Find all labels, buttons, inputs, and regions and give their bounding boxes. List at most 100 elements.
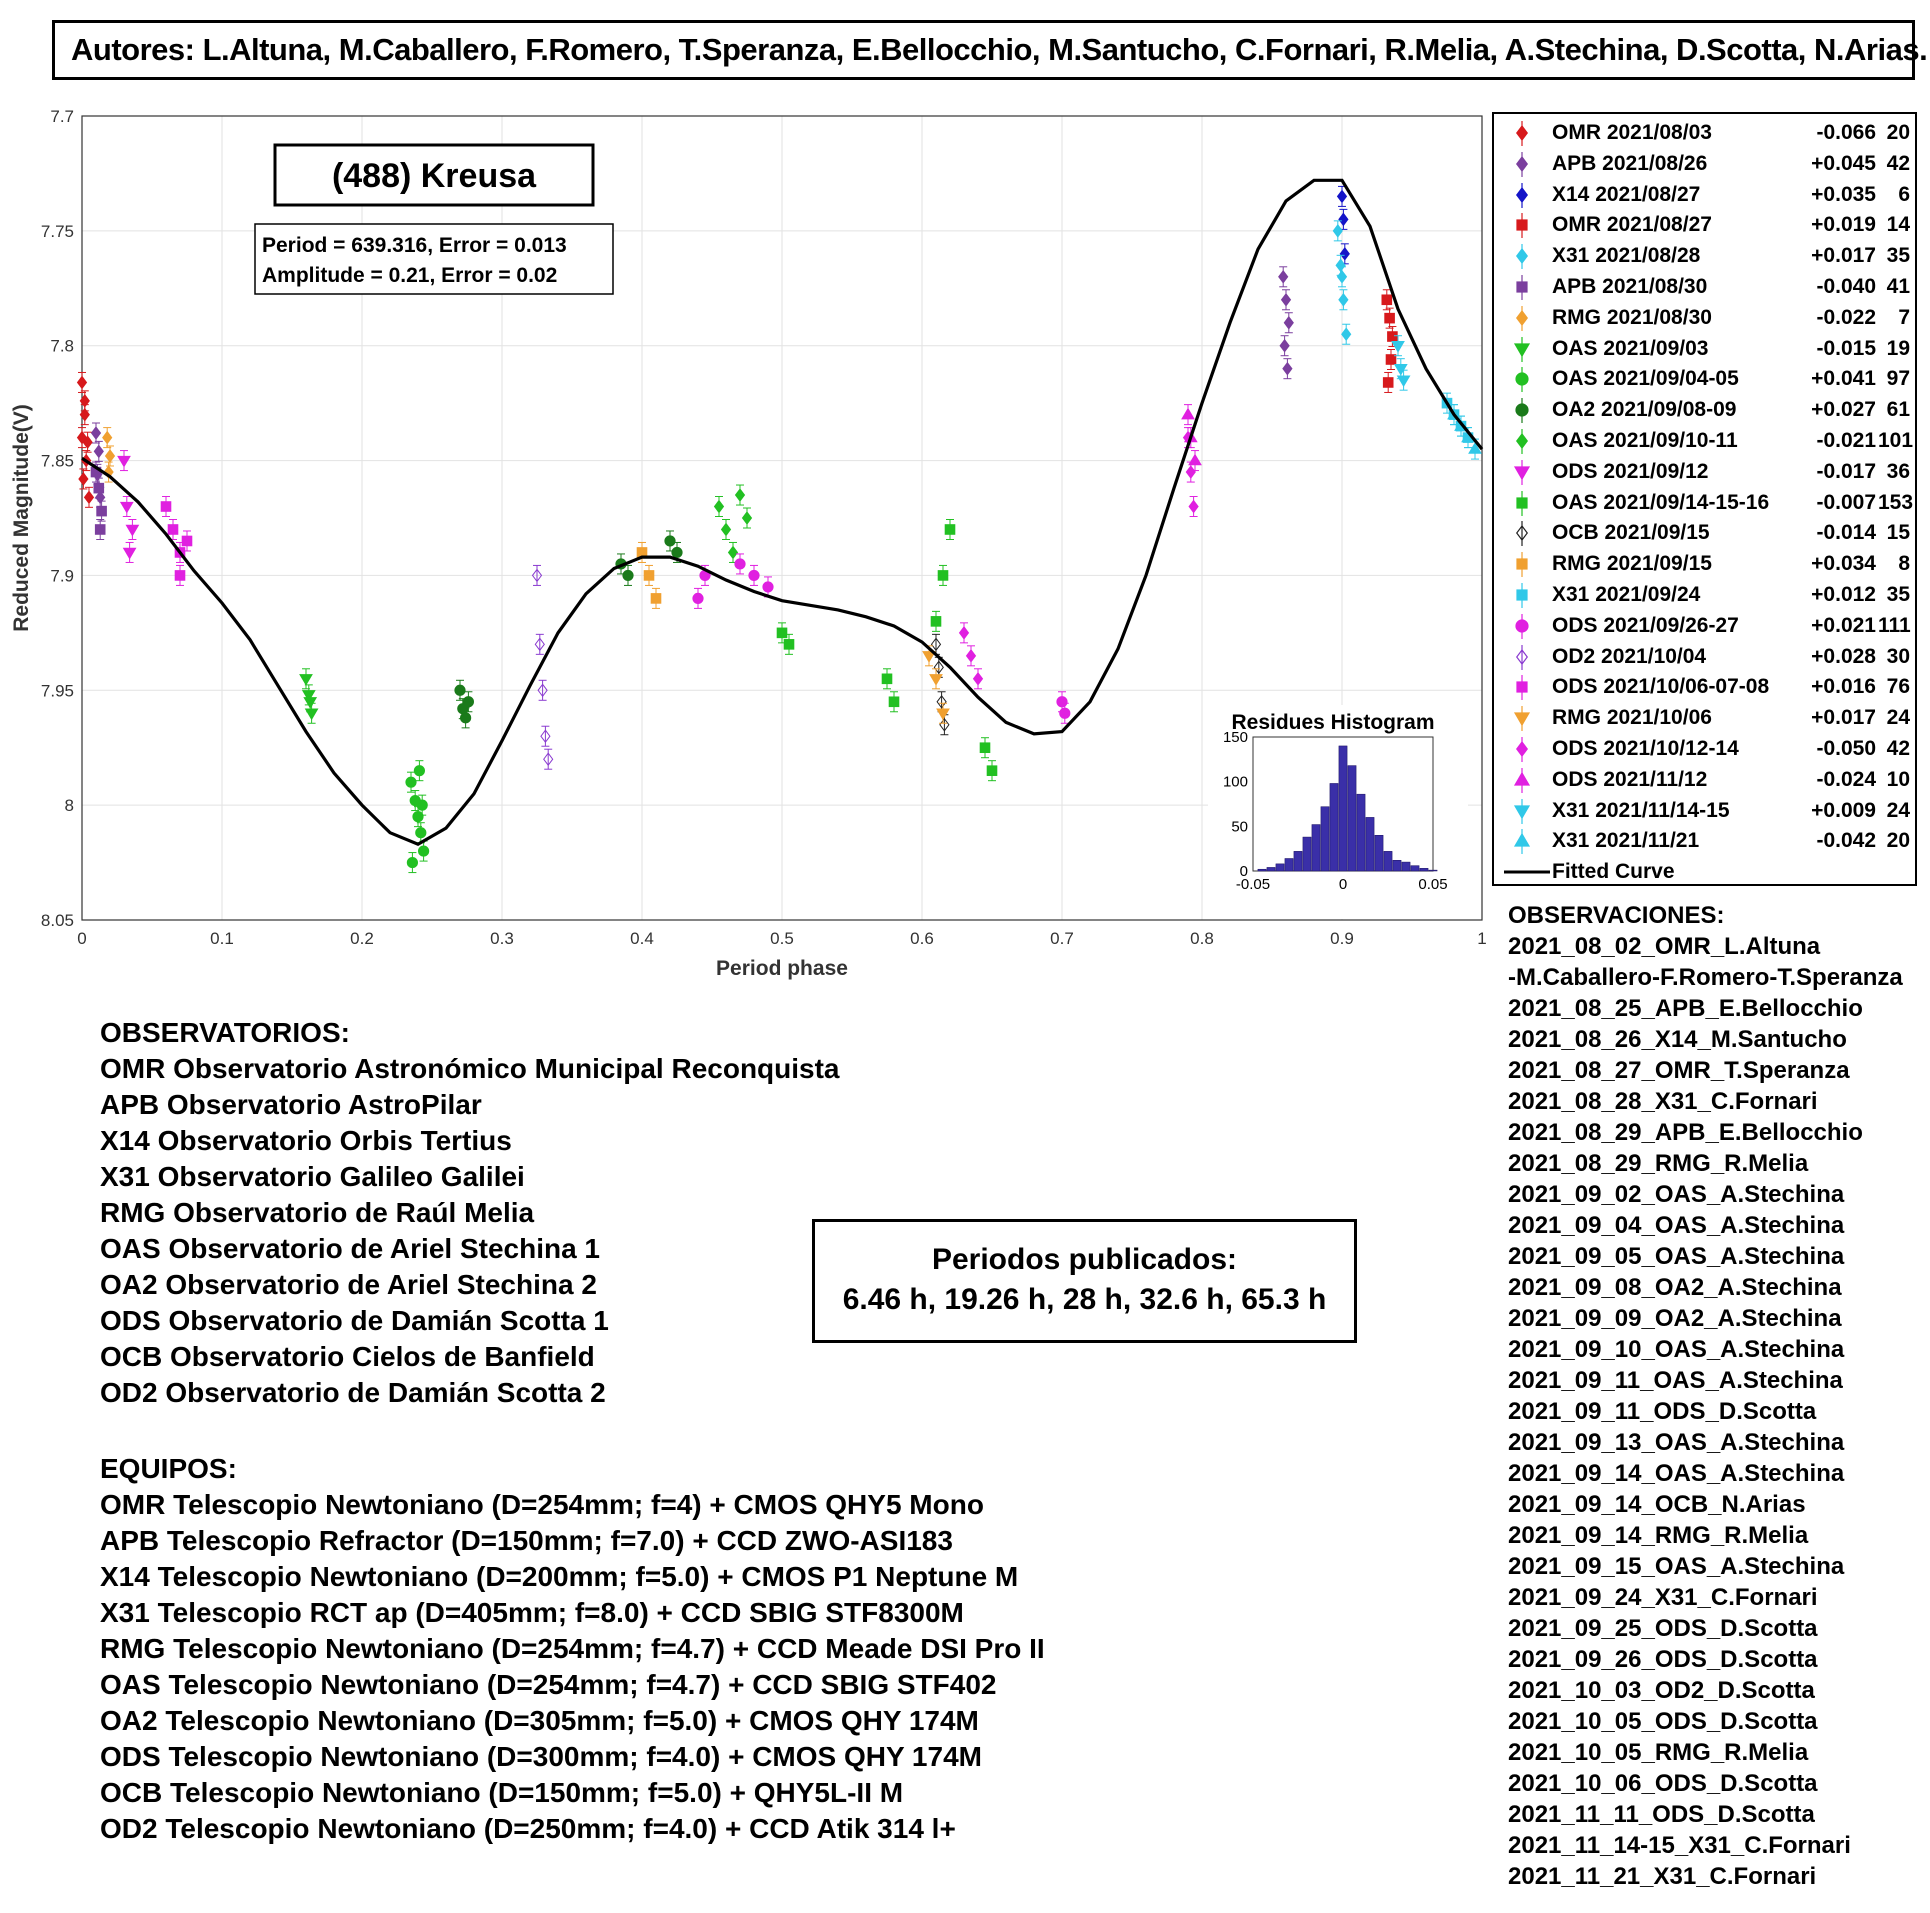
legend-marker-icon bbox=[1513, 829, 1531, 855]
series-ods-2021-10-12-14 bbox=[958, 427, 1199, 690]
legend-count: 7 bbox=[1898, 305, 1910, 329]
observacion-item: 2021_08_25_APB_E.Bellocchio bbox=[1508, 995, 1863, 1022]
observacion-item: 2021_10_05_ODS_D.Scotta bbox=[1508, 1708, 1818, 1735]
inset-y-tick-label: 50 bbox=[1231, 818, 1248, 835]
legend-label: X31 2021/08/28 bbox=[1552, 244, 1701, 268]
data-point bbox=[1385, 354, 1397, 365]
histogram-bar bbox=[1410, 865, 1420, 872]
legend-offset: -0.050 bbox=[1816, 737, 1876, 760]
legend-entry: OMR 2021/08/27 +0.019 14 bbox=[1494, 210, 1915, 241]
legend-entry: X31 2021/11/14-15 +0.009 24 bbox=[1494, 796, 1915, 827]
observacion-item: 2021_09_10_OAS_A.Stechina bbox=[1508, 1336, 1845, 1363]
data-point bbox=[643, 570, 655, 581]
legend-marker-icon bbox=[1516, 552, 1528, 578]
x-tick-label: 0 bbox=[77, 929, 86, 948]
data-point bbox=[748, 569, 760, 582]
inset-y-tick-label: 100 bbox=[1223, 774, 1248, 791]
data-point bbox=[122, 547, 137, 560]
legend-offset: +0.045 bbox=[1811, 151, 1876, 175]
legend-marker bbox=[1516, 248, 1528, 265]
series-omr-2021-08-27 bbox=[1381, 289, 1398, 393]
histogram-bar bbox=[1266, 867, 1276, 872]
data-point bbox=[418, 845, 430, 857]
legend-offset: -0.040 bbox=[1816, 275, 1876, 298]
legend-marker bbox=[1516, 125, 1528, 141]
legend-marker bbox=[1516, 558, 1528, 570]
observatorio-item: OAS Observatorio de Ariel Stechina 1 bbox=[100, 1233, 601, 1264]
legend-label: ODS 2021/10/12-14 bbox=[1552, 737, 1739, 760]
legend-marker bbox=[1516, 681, 1528, 693]
legend-label: X31 2021/11/14-15 bbox=[1552, 798, 1730, 822]
legend-label: ODS 2021/10/06-07-08 bbox=[1552, 675, 1770, 699]
legend-marker bbox=[1513, 466, 1531, 480]
legend-count: 14 bbox=[1886, 213, 1910, 237]
legend-entry: OA2 2021/09/08-09 +0.027 61 bbox=[1494, 395, 1915, 426]
legend-count: 30 bbox=[1886, 644, 1910, 668]
observacion-item: 2021_11_11_ODS_D.Scotta bbox=[1508, 1801, 1815, 1828]
data-point bbox=[90, 426, 102, 440]
data-point bbox=[1181, 407, 1195, 420]
observacion-item: -M.Caballero-F.Romero-T.Speranza bbox=[1508, 964, 1903, 991]
data-point bbox=[1278, 269, 1289, 284]
data-point bbox=[79, 407, 90, 422]
legend-marker-icon bbox=[1513, 798, 1531, 824]
observacion-item: 2021_08_29_APB_E.Bellocchio bbox=[1508, 1119, 1863, 1146]
legend-entry: OAS 2021/09/10-11 -0.021 101 bbox=[1494, 426, 1915, 457]
data-point bbox=[93, 444, 104, 459]
equipos-heading: EQUIPOS: bbox=[100, 1453, 237, 1484]
x-axis-label: Period phase bbox=[716, 957, 848, 980]
data-point bbox=[1338, 212, 1349, 227]
equipo-item: APB Telescopio Refractor (D=150mm; f=7.0… bbox=[100, 1525, 953, 1556]
equipo-item: OCB Telescopio Newtoniano (D=150mm; f=5.… bbox=[100, 1777, 904, 1808]
legend-marker-icon bbox=[1513, 336, 1531, 362]
legend-label: ODS 2021/11/12 bbox=[1552, 767, 1708, 791]
x-tick-label: 0.9 bbox=[1330, 929, 1354, 948]
legend-marker-icon bbox=[1516, 121, 1528, 146]
observacion-item: 2021_09_04_OAS_A.Stechina bbox=[1508, 1212, 1845, 1239]
data-point bbox=[174, 570, 186, 581]
x-tick-label: 0.3 bbox=[490, 929, 514, 948]
series-apb-2021-08-30 bbox=[90, 461, 107, 540]
legend-label: OAS 2021/09/04-05 bbox=[1552, 367, 1739, 391]
legend-label: Fitted Curve bbox=[1552, 860, 1675, 884]
legend-offset: -0.007 bbox=[1816, 490, 1876, 514]
x-tick-label: 1 bbox=[1477, 929, 1486, 948]
legend-offset: +0.016 bbox=[1811, 675, 1876, 699]
x-tick-label: 0.4 bbox=[630, 929, 654, 948]
fit-info-line: Period = 639.316, Error = 0.013 bbox=[262, 234, 567, 257]
legend-label: RMG 2021/10/06 bbox=[1552, 706, 1712, 730]
observacion-item: 2021_09_13_OAS_A.Stechina bbox=[1508, 1429, 1845, 1456]
legend-label: OCB 2021/09/15 bbox=[1552, 521, 1710, 545]
legend-entry: APB 2021/08/30 -0.040 41 bbox=[1494, 272, 1915, 303]
histogram-bar bbox=[1284, 858, 1294, 872]
data-point bbox=[1336, 189, 1348, 204]
series-x31-2021-11-14-15 bbox=[1391, 335, 1411, 391]
legend-marker-icon bbox=[1515, 613, 1529, 639]
histogram-bar bbox=[1392, 860, 1402, 872]
inset-y-tick-label: 0 bbox=[1240, 863, 1248, 880]
observacion-item: 2021_10_05_RMG_R.Melia bbox=[1508, 1739, 1809, 1766]
histogram-bar bbox=[1428, 869, 1438, 872]
series-rmg-2021-10-06 bbox=[922, 645, 950, 724]
legend-offset: -0.022 bbox=[1816, 305, 1876, 329]
series-oas-2021-09-10-11 bbox=[713, 484, 753, 563]
legend-marker bbox=[1513, 833, 1531, 847]
legend-marker-icon bbox=[1516, 583, 1528, 608]
data-point bbox=[1332, 224, 1343, 238]
legend-offset: -0.024 bbox=[1816, 767, 1876, 791]
chart-title-box bbox=[273, 143, 595, 207]
data-point bbox=[881, 673, 893, 685]
y-tick-label: 7.95 bbox=[41, 681, 74, 700]
legend-entry: OAS 2021/09/03 -0.015 19 bbox=[1494, 334, 1915, 365]
legend-marker-icon bbox=[1516, 182, 1528, 208]
legend-marker-icon bbox=[1513, 459, 1531, 485]
series-oas-2021-09-04-05 bbox=[405, 760, 430, 874]
data-point bbox=[102, 430, 113, 445]
histogram-bar bbox=[1338, 745, 1348, 872]
data-point bbox=[888, 696, 900, 708]
legend-entry: RMG 2021/09/15 +0.034 8 bbox=[1494, 549, 1915, 580]
data-point bbox=[95, 490, 106, 505]
series-rmg-2021-08-30 bbox=[102, 427, 116, 483]
data-point bbox=[1338, 292, 1349, 307]
y-tick-label: 7.75 bbox=[41, 222, 74, 241]
